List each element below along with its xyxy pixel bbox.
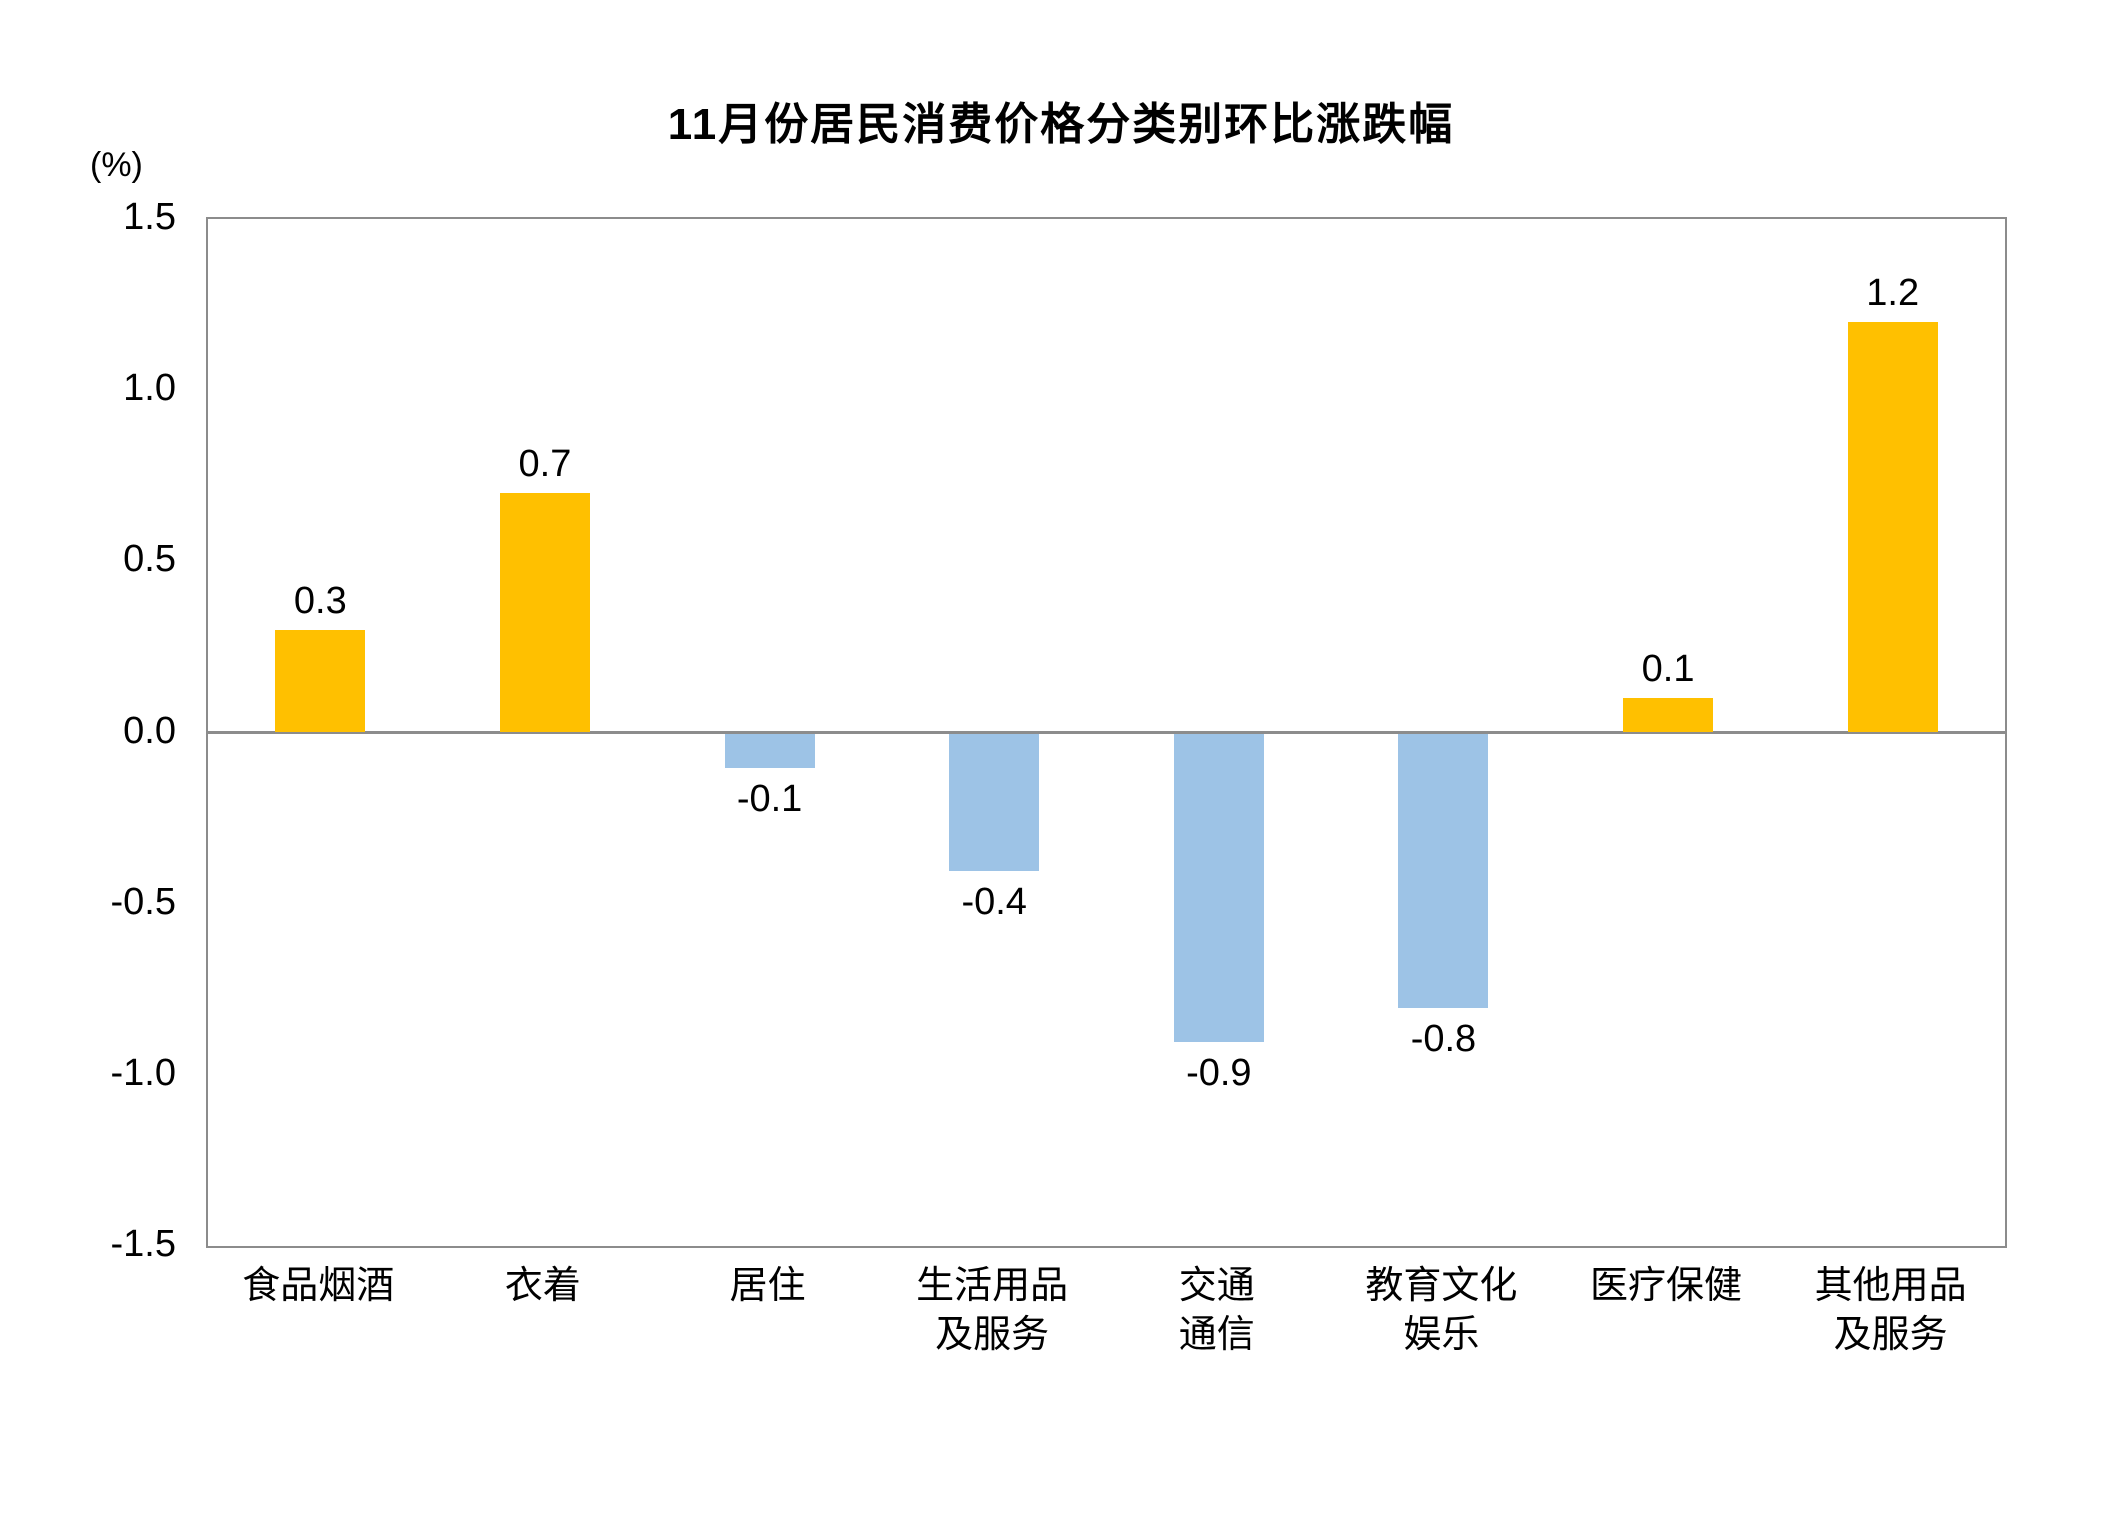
x-category-label: 衣着 (504, 1265, 581, 1307)
y-tick-label: -1.0 (110, 1051, 176, 1094)
bar-value-label: -0.8 (1410, 1017, 1477, 1060)
bar-value-label: 0.7 (518, 442, 572, 485)
chart-title: 11月份居民消费价格分类别环比涨跌幅 (667, 100, 1455, 149)
y-tick-label: 0.0 (123, 709, 176, 752)
x-category-label: 其他用品 及服务 (1814, 1265, 1967, 1357)
bar-3 (949, 734, 1040, 871)
bar-value-label: -0.4 (961, 880, 1027, 923)
bar-7 (1847, 321, 1938, 733)
bar-1 (499, 492, 590, 733)
bar-value-label: -0.9 (1186, 1052, 1252, 1095)
bar-value-label: 0.3 (293, 579, 347, 622)
bar-value-label: 0.1 (1641, 648, 1695, 691)
x-category-label: 教育文化 娱乐 (1365, 1265, 1518, 1357)
y-tick-label: 0.5 (123, 538, 176, 581)
y-tick-label: 1.5 (123, 196, 176, 238)
x-category-label: 居住 (729, 1265, 806, 1307)
plot-area: 0.3 0.7 -0.1 -0.4 -0.9 -0.8 0.1 1.2 (206, 217, 2007, 1248)
zero-baseline (208, 731, 2005, 734)
x-category-label: 生活用品 及服务 (916, 1265, 1069, 1357)
y-tick-label: 1.0 (123, 367, 176, 410)
bar-value-label: -0.1 (736, 778, 803, 821)
y-axis-unit-label: (%) (90, 146, 143, 184)
y-tick-label: -1.5 (110, 1223, 176, 1265)
y-axis: 1.5 1.0 0.5 0.0 -0.5 -1.0 -1.5 (0, 198, 176, 1263)
bar-4 (1173, 734, 1264, 1043)
bar-6 (1623, 698, 1714, 733)
x-category-label: 医疗保健 (1590, 1265, 1743, 1307)
bar-5 (1398, 734, 1489, 1008)
x-category-label: 食品烟酒 (242, 1265, 395, 1307)
bar-value-label: 1.2 (1866, 271, 1920, 314)
bar-0 (275, 629, 366, 733)
bar-2 (724, 734, 815, 769)
y-tick-label: -0.5 (110, 880, 176, 923)
x-axis: 食品烟酒 衣着 居住 生活用品 及服务 交通 通信 教育文化 娱乐 医疗保健 其他用品 及服务 (206, 1262, 2007, 1392)
x-category-label: 交通 通信 (1178, 1265, 1255, 1357)
